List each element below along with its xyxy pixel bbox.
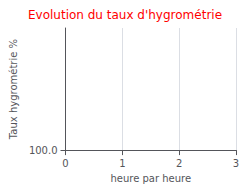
svg-text:Evolution du taux d'hygrométri: Evolution du taux d'hygrométrie: [28, 8, 222, 22]
svg-text:2: 2: [176, 158, 182, 169]
svg-text:1: 1: [119, 158, 125, 169]
svg-text:Taux hygrométrie %: Taux hygrométrie %: [8, 39, 19, 140]
svg-text:0: 0: [62, 158, 68, 169]
svg-text:100.0: 100.0: [29, 145, 58, 156]
svg-text:heure par heure: heure par heure: [110, 173, 191, 184]
svg-text:3: 3: [233, 158, 239, 169]
